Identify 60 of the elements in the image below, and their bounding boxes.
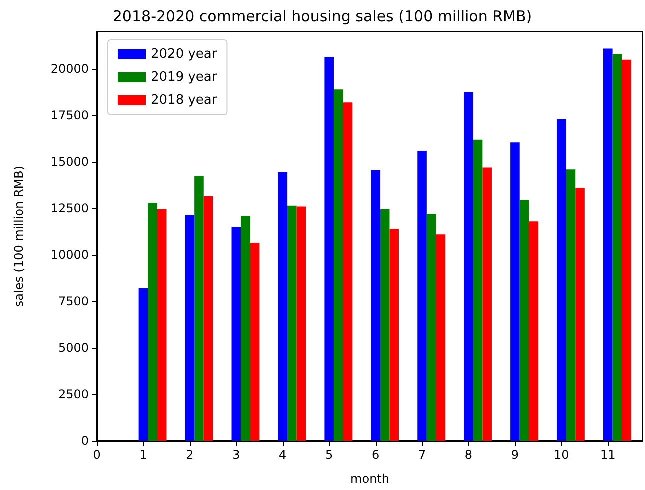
bar xyxy=(418,150,427,441)
bar xyxy=(343,102,353,441)
x-axis-title: month xyxy=(350,472,390,486)
y-axis-title: sales (100 million RMB) xyxy=(12,166,26,308)
bar xyxy=(138,288,148,441)
bar xyxy=(250,243,260,441)
x-tick-label: 7 xyxy=(418,448,426,462)
bar xyxy=(566,170,576,441)
bar xyxy=(324,57,334,441)
x-tick-label: 8 xyxy=(464,448,473,462)
x-tick-label: 10 xyxy=(554,448,570,462)
x-tick-label: 9 xyxy=(511,448,520,462)
bar xyxy=(520,200,530,441)
y-tick-label: 0 xyxy=(81,434,89,448)
bar xyxy=(473,140,483,441)
bar xyxy=(204,196,214,441)
bar xyxy=(148,203,158,441)
chart-title: 2018-2020 commercial housing sales (100 million RMB) xyxy=(112,8,532,26)
y-tick-label: 2500 xyxy=(58,388,89,402)
y-tick-label: 12500 xyxy=(50,202,89,216)
bar xyxy=(278,172,288,441)
bar xyxy=(185,215,195,441)
bar xyxy=(288,206,297,441)
bar xyxy=(436,234,446,441)
bar xyxy=(380,210,390,441)
bar xyxy=(296,206,306,441)
bar xyxy=(557,119,566,441)
bar xyxy=(622,60,632,441)
x-tick-label: 0 xyxy=(93,448,101,462)
bar xyxy=(510,142,520,441)
legend-label: 2020 year xyxy=(151,47,218,62)
x-tick-label: 4 xyxy=(279,448,287,462)
bar xyxy=(464,92,474,441)
bar xyxy=(157,210,167,441)
bar xyxy=(334,90,344,441)
bar xyxy=(482,168,492,441)
x-tick-label: 6 xyxy=(372,448,380,462)
bar xyxy=(232,227,242,441)
bar xyxy=(426,214,436,441)
bar xyxy=(194,176,204,441)
bar xyxy=(241,216,250,441)
y-tick-label: 17500 xyxy=(50,108,89,123)
y-tick-label: 10000 xyxy=(50,248,89,262)
y-tick-label: 15000 xyxy=(50,155,89,170)
y-tick-label: 5000 xyxy=(58,341,89,356)
bar xyxy=(604,48,613,441)
bar xyxy=(576,188,585,441)
bar xyxy=(612,54,622,441)
x-tick-label: 3 xyxy=(232,448,240,462)
legend-label: 2019 year xyxy=(151,70,218,85)
y-tick-label: 20000 xyxy=(50,62,89,76)
bar xyxy=(390,229,400,441)
x-tick-label: 1 xyxy=(140,448,148,462)
x-tick-label: 11 xyxy=(600,448,616,462)
bar xyxy=(371,170,380,441)
x-tick-label: 2 xyxy=(186,448,194,462)
legend-label: 2018 year xyxy=(151,93,218,108)
y-tick-label: 7500 xyxy=(58,294,89,309)
x-tick-label: 5 xyxy=(326,448,334,462)
bar xyxy=(529,222,538,441)
